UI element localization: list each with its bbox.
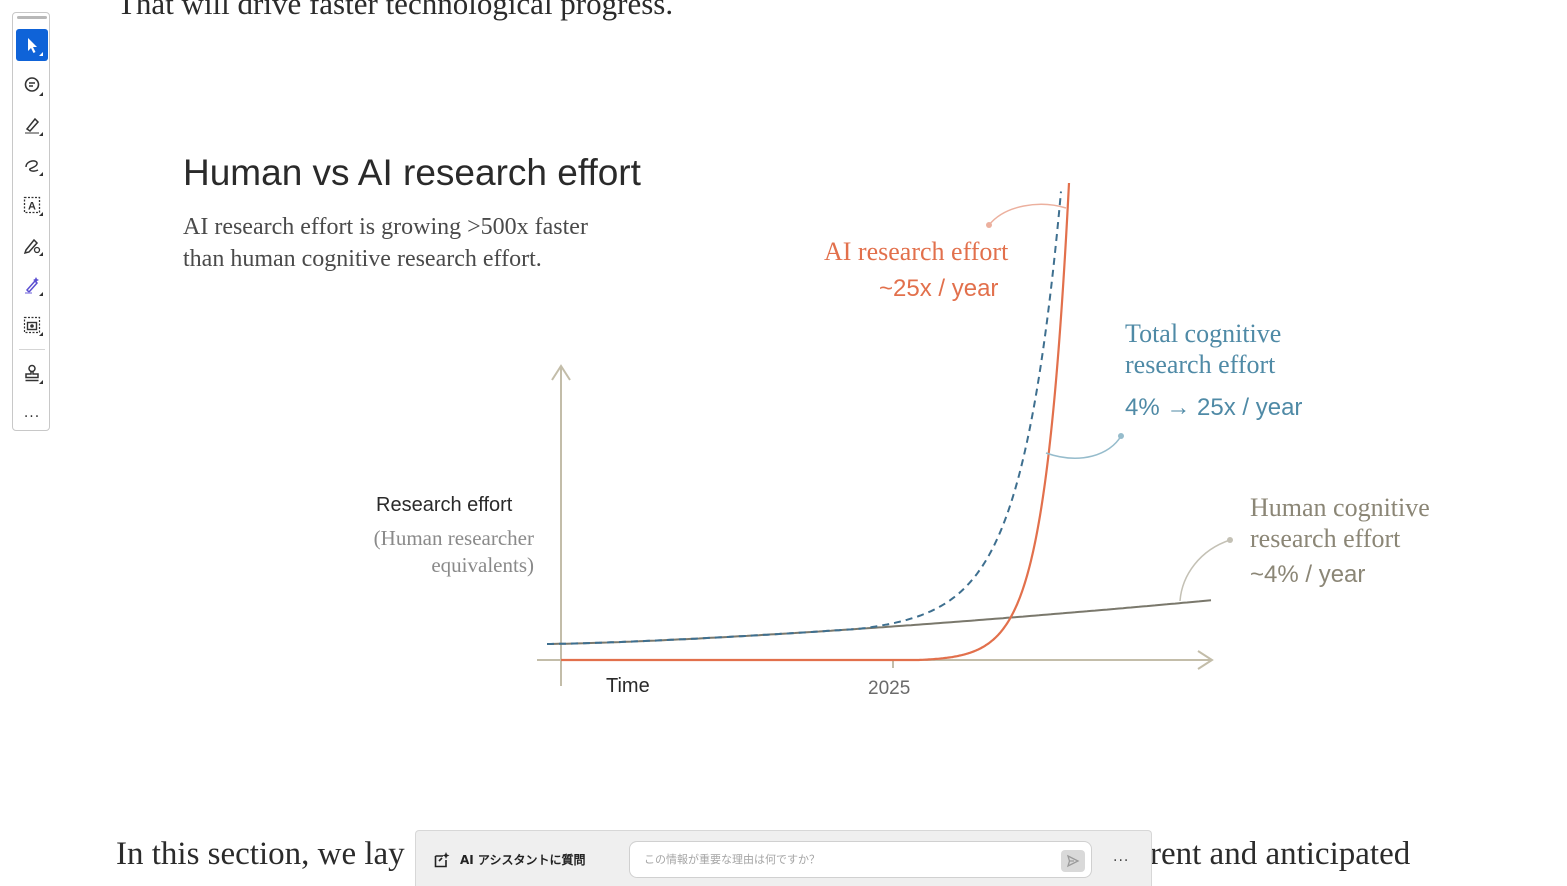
annotation-toolbar: A ... <box>12 12 50 431</box>
highlight-tool-button[interactable] <box>16 109 48 141</box>
total-label-callout-dot <box>1118 433 1124 439</box>
human-effort-series-line <box>547 599 1212 645</box>
human-label-callout-line <box>1179 539 1231 602</box>
ai-series-label: AI research effort <box>824 237 1009 266</box>
snapshot-tool-button[interactable] <box>16 309 48 341</box>
ai-bar-more-button[interactable]: ... <box>1113 849 1130 865</box>
ai-question-input[interactable] <box>629 841 1092 878</box>
toolbar-drag-handle[interactable] <box>17 16 47 19</box>
human-series-label-line2: research effort <box>1250 524 1401 553</box>
total-series-label-line1: Total cognitive <box>1125 319 1282 348</box>
human-label-callout-dot <box>1227 537 1233 543</box>
magic-pen-icon <box>25 277 39 294</box>
toolbar-more-button[interactable]: ... <box>23 405 41 421</box>
document-paragraph-bottom-right: rent and anticipated <box>1150 836 1411 872</box>
ai-label-callout-line <box>988 203 1067 226</box>
y-axis-label: Research effort <box>376 494 513 516</box>
stamp-tool-button[interactable] <box>16 357 48 389</box>
ai-label-callout-dot <box>986 222 992 228</box>
stamp-icon <box>25 364 39 382</box>
comment-bubble-icon <box>24 77 40 92</box>
fill-sign-tool-button[interactable] <box>16 229 48 261</box>
ai-assistant-icon <box>434 852 450 868</box>
total-series-rate: 4% → 25x / year <box>1125 394 1303 421</box>
pen-sign-icon <box>23 238 41 255</box>
comment-tool-button[interactable] <box>16 69 48 101</box>
document-paragraph-top: That will drive faster technological pro… <box>117 0 674 21</box>
y-axis-sublabel-line2: equivalents) <box>431 553 534 577</box>
ai-edit-tool-button[interactable] <box>16 269 48 301</box>
select-tool-button[interactable] <box>16 29 48 61</box>
ai-assistant-label[interactable]: AI アシスタントに質問 <box>460 853 586 867</box>
text-box-icon: A <box>23 196 41 214</box>
x-axis-arrowhead <box>1197 650 1214 670</box>
total-label-callout-line <box>1045 435 1122 459</box>
text-box-tool-button[interactable]: A <box>16 189 48 221</box>
send-icon <box>1066 854 1080 868</box>
camera-capture-icon <box>23 316 41 334</box>
document-paragraph-bottom-left: In this section, we lay <box>116 836 405 872</box>
human-series-label-line1: Human cognitive <box>1250 493 1430 522</box>
draw-tool-button[interactable] <box>16 149 48 181</box>
x-axis-label: Time <box>606 675 650 697</box>
ai-assistant-bar: AI アシスタントに質問 ... <box>415 830 1152 886</box>
freehand-loop-icon <box>25 160 39 172</box>
y-axis-arrowhead <box>551 364 571 381</box>
figure-subtitle-line1: AI research effort is growing >500x fast… <box>183 214 588 240</box>
figure-subtitle-line2: than human cognitive research effort. <box>183 246 542 272</box>
human-series-rate: ~4% / year <box>1250 561 1366 588</box>
send-button[interactable] <box>1061 850 1085 872</box>
svg-text:A: A <box>28 201 36 213</box>
total-series-label-line2: research effort <box>1125 350 1276 379</box>
toolbar-divider <box>19 349 45 350</box>
figure-title: Human vs AI research effort <box>183 152 641 193</box>
y-axis-sublabel-line1: (Human researcher <box>373 526 534 550</box>
highlighter-pen-icon <box>25 117 40 134</box>
ai-series-rate: ~25x / year <box>879 275 999 302</box>
cursor-arrow-icon <box>28 38 37 53</box>
x-tick-label-2025: 2025 <box>868 678 911 699</box>
